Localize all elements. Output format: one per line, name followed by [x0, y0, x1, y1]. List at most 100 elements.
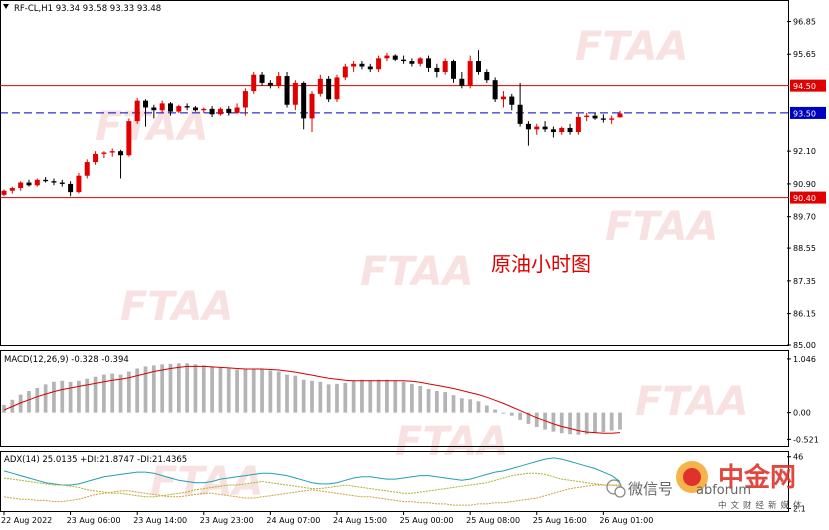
- macd-axis-label: 1.046: [793, 355, 816, 364]
- price-axis-label: 88.55: [793, 244, 816, 253]
- candle-body: [575, 117, 581, 133]
- minus-di-line: [3, 484, 621, 506]
- macd-histogram-bar: [609, 412, 614, 431]
- wechat-icon: [606, 479, 626, 498]
- macd-axis-label: 0.00: [793, 409, 811, 418]
- macd-histogram-bar: [226, 368, 231, 413]
- brand-overlay: 中金网 中文财经新媒体 微信号 abforum: [606, 461, 806, 511]
- candle-body: [251, 74, 257, 92]
- candle-body: [475, 61, 481, 72]
- adx-plot: [3, 457, 621, 506]
- macd-histogram-bar: [351, 380, 356, 413]
- candle-body: [226, 108, 232, 113]
- macd-histogram-bar: [476, 401, 481, 413]
- price-levels: 94.50 93.50 90.40: [0, 79, 826, 204]
- price-level-label: 94.50: [793, 82, 816, 91]
- candle-body: [517, 104, 523, 124]
- candle-body: [51, 181, 57, 183]
- candle-body: [367, 66, 373, 70]
- macd-histogram-bar: [310, 380, 314, 413]
- chart-annotation: 原油小时图: [491, 252, 591, 276]
- macd-histogram-bar: [243, 369, 248, 413]
- candle-body: [592, 115, 598, 119]
- candle-body: [351, 63, 357, 67]
- adx-line: [3, 457, 621, 486]
- macd-histogram-bar: [301, 379, 306, 413]
- candle-body: [309, 93, 315, 119]
- candle-body: [101, 152, 107, 154]
- macd-histogram-bar: [493, 409, 498, 413]
- macd-histogram-bar: [593, 412, 597, 434]
- macd-histogram-bar: [251, 368, 256, 413]
- candle-body: [34, 179, 40, 186]
- time-axis-label: 25 Aug 00:00: [400, 516, 454, 525]
- macd-histogram-bar: [18, 394, 23, 413]
- time-axis: 22 Aug 2022 23 Aug 06:00 23 Aug 14:00 23 Au…: [1, 511, 653, 525]
- macd-histogram-bar: [193, 364, 198, 413]
- candle-body: [109, 151, 115, 153]
- candle-body: [143, 100, 149, 108]
- plus-di-line: [3, 472, 620, 498]
- macd-histogram-bar: [368, 380, 373, 413]
- macd-axis: 1.046 0.00 -0.521: [787, 355, 819, 444]
- symbol-arrow-icon: [3, 4, 9, 9]
- candle-body: [184, 106, 190, 108]
- macd-histogram-bar: [43, 384, 48, 413]
- macd-histogram-bar: [393, 380, 398, 413]
- candle-body: [259, 74, 265, 83]
- macd-histogram-bar: [343, 382, 348, 413]
- candle-body: [459, 78, 465, 86]
- brand-logo-subtext: 中文财经新媒体: [718, 500, 806, 511]
- macd-histogram-bar: [518, 412, 522, 420]
- macd-histogram-bar: [468, 399, 473, 413]
- adx-title: ADX(14) 25.0135 +DI:21.8747 -DI:21.4365: [4, 455, 187, 465]
- macd-histogram-bar: [160, 364, 165, 413]
- watermark-text: FTAA: [575, 24, 688, 70]
- candle-body: [326, 78, 332, 100]
- candle-body: [525, 123, 531, 130]
- candle-body: [600, 118, 606, 120]
- price-axis-label: 86.15: [793, 310, 816, 319]
- macd-histogram-bar: [568, 412, 572, 435]
- macd-histogram-bar: [218, 367, 223, 413]
- price-axis-label: 95.65: [793, 50, 816, 59]
- price-axis-label: 90.90: [793, 180, 816, 189]
- brand-logo-inner-icon: [683, 468, 701, 486]
- macd-histogram-bar: [126, 371, 131, 413]
- candle-body: [467, 61, 473, 86]
- time-axis-label: 24 Aug 07:00: [266, 516, 320, 525]
- candle-body: [434, 67, 440, 72]
- macd-histogram-bar: [260, 369, 264, 413]
- macd-histogram-bar: [318, 381, 323, 413]
- watermark-text: FTAA: [395, 419, 508, 465]
- candle-body: [567, 127, 573, 133]
- symbol-info: RF-CL,H1 93.34 93.58 93.33 93.48: [14, 4, 161, 14]
- candle-body: [542, 126, 548, 130]
- macd-signal-line: [3, 365, 621, 434]
- time-axis-label: 25 Aug 08:00: [466, 516, 520, 525]
- macd-histogram-bar: [376, 379, 381, 413]
- candle-body: [26, 182, 32, 186]
- candle-body: [409, 61, 415, 64]
- macd-histogram-bar: [293, 375, 298, 413]
- candle-body: [234, 107, 240, 113]
- price-axis-label: 96.85: [793, 17, 816, 26]
- macd-histogram-bar: [2, 404, 6, 413]
- macd-histogram-bar: [102, 374, 106, 413]
- candle-body: [159, 103, 165, 111]
- candle-body: [209, 108, 215, 115]
- price-axis: 96.85 95.65 92.10 90.90 89.70 88.55 87.35 86.15…: [787, 17, 816, 350]
- watermark-text: FTAA: [605, 204, 718, 250]
- watermark-text: FTAA: [360, 249, 473, 295]
- candle-body: [201, 108, 207, 111]
- candles: [1, 50, 623, 197]
- macd-histogram-bar: [77, 380, 81, 413]
- macd-histogram-bar: [151, 365, 156, 413]
- macd-histogram-bar: [143, 366, 148, 413]
- adx-axis-label: 2.1: [793, 505, 806, 514]
- candle-body: [509, 96, 515, 105]
- candle-body: [492, 80, 498, 100]
- candle-body: [76, 175, 82, 193]
